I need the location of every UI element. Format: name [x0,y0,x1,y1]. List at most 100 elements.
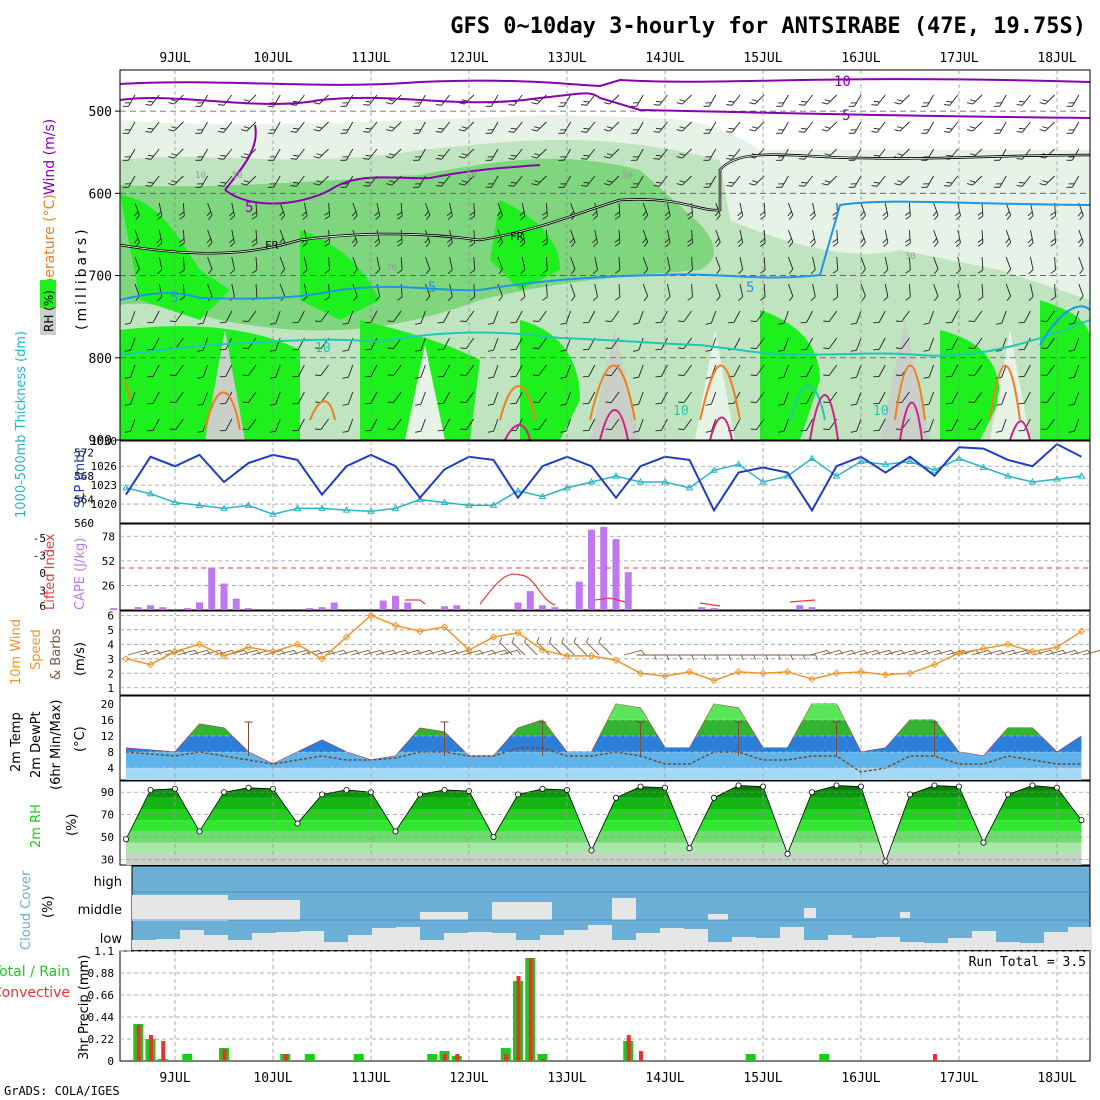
rh-point [1029,782,1036,789]
cape-bar [808,607,816,610]
upper-wind-barb [653,94,668,106]
upper-wind-barb [655,310,668,324]
thickness-tick-label: 572 [74,447,94,460]
upper-wind-barb [787,283,794,302]
mid-cloud-block [420,912,468,920]
rh-band [126,820,1082,832]
upper-wind-barb [776,94,789,107]
upper-wind-barb [832,256,839,274]
surface-wind-barb [995,649,1017,656]
upper-wind-barb [229,229,235,248]
surface-wind-barb [971,649,993,656]
upper-wind-barb [292,418,305,432]
wind-speed-point [1028,647,1037,656]
upper-wind-barb [705,418,717,433]
upper-wind-barb [324,283,330,301]
upper-wind-barb [342,391,354,406]
cape-bar [183,608,191,610]
bottom-date-label: 12JUL [449,1071,488,1086]
upper-wind-barb [542,283,548,301]
upper-wind-barb [665,256,671,275]
upper-wind-barb [642,202,649,221]
upper-wind-barb [413,148,426,161]
upper-wind-barb [1068,364,1080,379]
cape-bar [330,602,338,610]
upper-wind-barb [124,391,136,406]
upper-wind-barb [156,229,163,248]
temp-ylabel-3: (6hr Min/Max) [49,700,64,790]
top-date-label: 10JUL [253,51,292,66]
rh-band [126,842,1082,854]
thickness-point [832,472,841,479]
cape-tick-label: 78 [102,530,115,543]
upper-wind-barb [1068,418,1080,433]
upper-wind-barb [497,256,503,275]
upper-wind-barb [570,283,576,302]
precip-conv-bar [455,1054,460,1061]
rh-point [123,836,130,843]
upper-wind-barb [592,229,598,248]
surface-wind-barb [1070,649,1092,656]
wind-speed-point [636,669,645,677]
slp-thickness-panel: 572 568 564 560 1026 1023 1020 1030 1000-500mb … [14,331,1091,530]
upper-wind-barb [387,337,402,349]
upper-wind-barb [124,418,136,433]
upper-wind-barb [229,202,235,221]
wind-speed-point [195,640,204,649]
upper-wind-barb [487,418,499,433]
upper-wind-barb [532,337,547,349]
upper-wind-barb [749,94,765,105]
upper-wind-barb [386,121,402,132]
wind-tick-label: 1 [107,682,114,695]
mid-cloud-block [900,912,910,918]
upper-wind-barb [787,202,794,221]
upper-wind-barb [508,175,523,187]
thickness-tick-label: 564 [74,494,94,507]
low-cloud-block [924,943,948,950]
li-line [405,573,816,607]
precip-conv-bar [528,958,533,1061]
upper-wind-barb [630,175,644,188]
upper-wind-barb [923,337,935,352]
upper-wind-barb [653,121,668,133]
upper-wind-barb [873,310,886,324]
upper-wind-barb [485,175,499,188]
upper-wind-barb [569,229,576,248]
temp-contour-5 [119,200,1091,301]
upper-wind-barb [460,337,475,349]
surface-wind-barb [1008,649,1030,656]
low-cloud-block [228,940,252,950]
upper-wind-barb [1039,121,1055,132]
rh-point [416,791,423,798]
cape-bar [134,607,142,610]
cape-bar [612,539,620,610]
thickness-point [906,457,914,464]
rh-label-30a: 30 [466,171,477,181]
thickness-point [195,501,204,508]
upper-wind-barb [1041,418,1055,430]
wind-speed-point [661,672,669,680]
upper-wind-barb [352,256,358,275]
upper-wind-barb [678,364,692,376]
upper-wind-barb [342,418,354,433]
upper-wind-barb [424,202,431,221]
upper-wind-barb [894,175,910,186]
upper-wind-barb [603,121,620,132]
surface-wind-barb [289,649,311,656]
upper-wind-barb [435,148,450,160]
rh-point [588,847,595,854]
upper-wind-barb [541,229,548,247]
surface-wind-barb [326,649,348,656]
thickness-point [808,454,816,462]
upper-wind-barb [375,256,381,275]
upper-wind-barb [873,364,886,378]
upper-wind-barb [850,391,862,406]
wind-label-10: 10 [834,74,851,90]
upper-wind-barb [603,148,620,159]
rh-point [637,783,644,790]
upper-ylabel-wind: Wind (m/s) [42,119,58,195]
surface-wind-barb [809,649,831,656]
fr-label-b: FR [510,230,524,243]
upper-wind-barb [687,229,693,247]
